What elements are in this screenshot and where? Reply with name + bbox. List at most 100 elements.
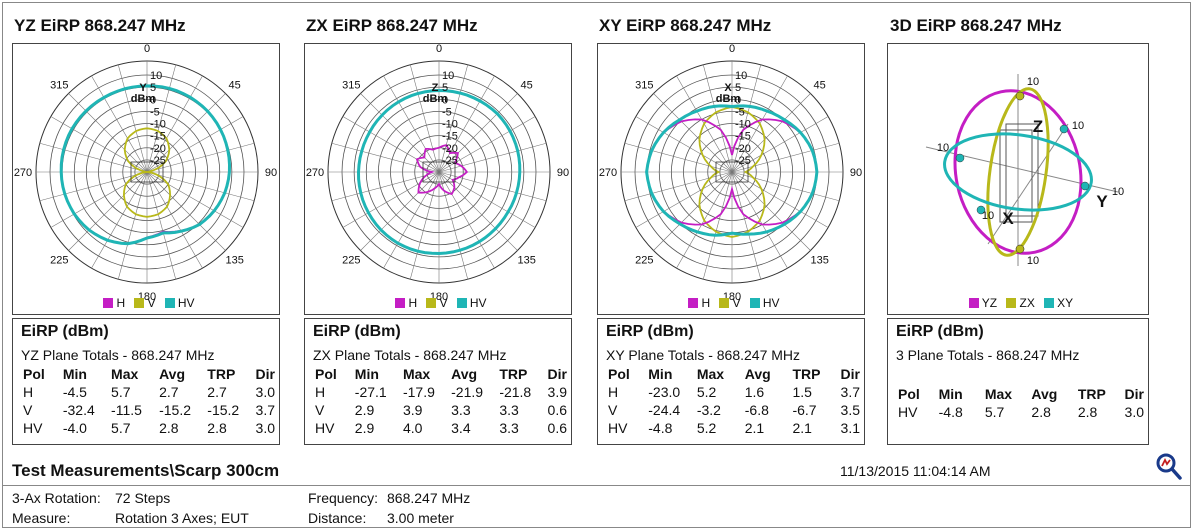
table-cell: 2.8 <box>207 420 227 436</box>
tick-label: 10 <box>1072 120 1084 132</box>
series-v-line <box>122 127 172 218</box>
stats-table: Pol Min Max Avg TRP Dir H -4.5 5.7 2.7 2.7 3.… <box>19 365 279 437</box>
table-cell: -24.4 <box>648 402 681 418</box>
table-cell: 2.7 <box>159 384 179 400</box>
table-cell: 3.7 <box>255 402 275 418</box>
table-row: V 2.9 3.9 3.3 3.3 0.6 <box>311 401 571 419</box>
table-subtitle: YZ Plane Totals - 868.247 MHz <box>21 347 215 363</box>
col-header: TRP <box>499 366 528 382</box>
grid-spoke <box>731 93 811 173</box>
radial-tick-label: 5 <box>735 82 741 94</box>
grid-spoke <box>409 171 440 280</box>
table-cell: -27.1 <box>354 384 387 400</box>
angle-tick-label: 45 <box>229 79 241 91</box>
table-row: HV -4.0 5.7 2.8 2.8 3.0 <box>19 419 279 437</box>
angle-tick-label: 0 <box>729 44 735 55</box>
measurement-title: Test Measurements\Scarp 300cm <box>12 461 280 480</box>
angle-tick-label: 90 <box>265 167 277 179</box>
legend-label: ZX <box>1019 296 1035 310</box>
angle-tick-label: 0 <box>436 44 442 55</box>
table-subtitle: XY Plane Totals - 868.247 MHz <box>606 347 801 363</box>
stats-table: Pol Min Max Avg TRP Dir H -27.1 -17.9 -21.9… <box>311 365 571 437</box>
col-header: Max <box>696 366 725 382</box>
table-cell: 3.5 <box>840 402 860 418</box>
table-cell: H <box>23 384 34 400</box>
ring-xy <box>943 132 1093 212</box>
legend-label: V <box>732 296 741 310</box>
angle-tick-label: 315 <box>342 79 360 91</box>
grid-spoke <box>146 64 177 173</box>
table-title: EiRP (dBm) <box>606 323 694 340</box>
radial-tick-label: 0 <box>150 94 156 106</box>
series-hv-line <box>356 89 522 256</box>
grid-spoke <box>731 171 811 251</box>
polar-chart-yz: 045901351802252703151050-5-10-15-20-25Yd… <box>14 44 277 303</box>
stats-table: Pol Min Max Avg TRP Dir HV -4.8 5.7 2.8 2.8 3… <box>894 385 1148 421</box>
table-title: EiRP (dBm) <box>21 323 109 340</box>
axis-marker <box>1059 124 1069 134</box>
table-cell: 5.2 <box>696 384 717 400</box>
center-marker <box>715 161 749 183</box>
col-header: Avg <box>159 366 186 382</box>
table-cell: -4.0 <box>62 420 87 436</box>
legend-swatch <box>688 298 699 308</box>
center-marker <box>130 161 164 183</box>
radial-tick-label: -10 <box>150 119 166 131</box>
grid-spoke <box>146 171 226 251</box>
series-hv-line <box>59 84 232 246</box>
col-header: Pol <box>23 366 45 382</box>
legend-swatch <box>395 298 406 308</box>
legend-label: H <box>408 296 418 310</box>
radial-tick-label: -15 <box>442 131 458 143</box>
grid-spoke <box>438 171 518 251</box>
grid-spoke <box>438 64 469 173</box>
chart-3d: Z X Y 10 10 10 10 10 10 <box>925 74 1124 267</box>
table-title: EiRP (dBm) <box>896 323 984 340</box>
angle-tick-label: 135 <box>226 255 244 267</box>
series-hv-line <box>645 104 819 237</box>
magnifier-icon[interactable] <box>1153 451 1183 481</box>
table-cell: -11.5 <box>111 402 142 418</box>
grid-spoke <box>146 93 226 173</box>
radial-tick-label: -20 <box>735 143 751 155</box>
grid-spoke <box>731 171 762 280</box>
angle-tick-label: 90 <box>557 167 569 179</box>
panel-title-xy: XY EiRP 868.247 MHz <box>599 16 772 35</box>
table-cell: V <box>608 402 618 418</box>
grid-spoke <box>409 64 440 173</box>
radial-tick-label: -10 <box>442 119 458 131</box>
table-row: HV -4.8 5.2 2.1 2.1 3.1 <box>604 419 864 437</box>
legend-label: H <box>701 296 711 310</box>
table-cell: 3.0 <box>255 420 275 436</box>
axis-label: Y <box>139 82 147 94</box>
panel-title-3d: 3D EiRP 868.247 MHz <box>890 16 1062 35</box>
radial-tick-label: 10 <box>442 70 454 82</box>
legend-swatch <box>164 298 175 308</box>
grid-spoke <box>360 171 440 251</box>
grid-spoke <box>117 171 148 280</box>
table-row: HV -4.8 5.7 2.8 2.8 3.0 <box>894 403 1148 421</box>
table-cell: 2.9 <box>354 420 375 436</box>
table-cell: V <box>315 402 325 418</box>
legend-label: V <box>439 296 448 310</box>
table-cell: 0.6 <box>547 420 567 436</box>
angle-tick-label: 270 <box>599 167 617 179</box>
table-cell: -32.4 <box>62 402 95 418</box>
table-header-row: Pol Min Max Avg TRP Dir <box>894 385 1148 403</box>
footer-divider <box>2 485 1191 486</box>
panel-title-zx: ZX EiRP 868.247 MHz <box>306 16 478 35</box>
legend-zx: H V HV <box>305 296 571 310</box>
table-cell: 2.8 <box>1031 404 1051 420</box>
table-cell: 3.9 <box>402 402 423 418</box>
col-header: Min <box>62 366 87 382</box>
axis-label-z: Z <box>1033 117 1043 136</box>
grid-spoke <box>383 171 440 269</box>
table-row: V -32.4 -11.5 -15.2 -15.2 3.7 <box>19 401 279 419</box>
table-cell: -4.8 <box>938 404 963 420</box>
grid-spoke <box>39 171 148 202</box>
angle-tick-label: 45 <box>521 79 533 91</box>
radial-tick-label: -5 <box>735 106 745 118</box>
col-header: Min <box>938 386 963 402</box>
axis-marker <box>976 205 986 215</box>
plot-3d: Z X Y 10 10 10 10 10 10 YZ ZX XY <box>887 43 1149 315</box>
